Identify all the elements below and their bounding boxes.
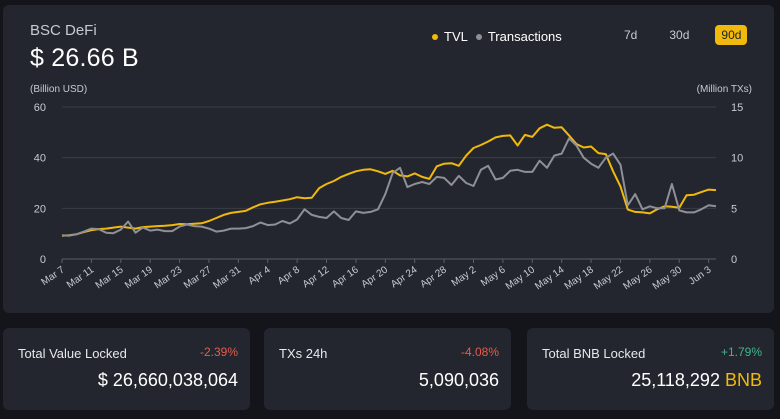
txs-card: TXs 24h -4.08% 5,090,036	[264, 328, 511, 410]
bnb-card-label: Total BNB Locked	[542, 346, 646, 361]
x-tick-label: May 2	[450, 264, 479, 289]
txs-card-label: TXs 24h	[279, 346, 328, 361]
tvl-card: Total Value Locked -2.39% $ 26,660,038,0…	[3, 328, 250, 410]
x-tick-label: May 14	[533, 264, 567, 292]
range-selector: 7d 30d 90d	[598, 25, 748, 45]
left-tick-label: 0	[40, 254, 46, 266]
right-tick-label: 5	[731, 203, 737, 215]
x-tick-label: Mar 11	[65, 264, 97, 291]
bnb-card: Total BNB Locked +1.79% 25,118,292 BNB	[527, 328, 774, 410]
txs-card-value: 5,090,036	[418, 370, 499, 390]
transactions-dot-icon	[475, 33, 482, 40]
tvl-dot-icon	[432, 33, 438, 40]
left-axis-unit: (Billion USD)	[30, 84, 88, 95]
left-tick-label: 40	[34, 153, 46, 165]
range-30d-button[interactable]: 30d	[669, 28, 690, 42]
tvl-series-line	[61, 123, 717, 237]
tvl-headline-value: $ 26.66 B	[30, 44, 139, 72]
left-tick-label: 20	[34, 203, 46, 215]
x-tick-label: Jun 3	[687, 264, 714, 287]
txs-card-change: -4.08%	[460, 345, 499, 359]
x-tick-label: Mar 31	[211, 264, 243, 291]
x-tick-label: May 30	[651, 264, 685, 292]
x-tick-label: Mar 7	[39, 264, 67, 288]
x-tick-label: May 18	[563, 264, 597, 292]
legend-tvl-label: TVL	[444, 29, 468, 44]
x-tick-label: May 22	[592, 264, 626, 292]
x-tick-label: Apr 24	[389, 264, 420, 290]
right-tick-label: 0	[731, 254, 737, 266]
legend-transactions-label: Transactions	[487, 29, 562, 44]
x-tick-label: May 6	[479, 264, 508, 289]
x-tick-label: Apr 8	[276, 264, 302, 287]
chart-title: BSC DeFi	[30, 22, 97, 39]
chart-panel	[3, 5, 774, 313]
x-tick-label: May 10	[504, 264, 538, 292]
right-tick-label: 10	[731, 153, 743, 165]
bnb-card-value: 25,118,292	[631, 370, 720, 390]
legend-item-tvl[interactable]: TVL	[432, 29, 468, 44]
bnb-card-change: +1.79%	[720, 345, 762, 359]
tvl-card-label: Total Value Locked	[18, 346, 127, 361]
right-axis-unit: (Million TXs)	[696, 84, 752, 95]
x-tick-label: Apr 4	[247, 264, 273, 287]
bnb-card-currency: BNB	[724, 370, 762, 390]
range-90d-button[interactable]: 90d	[715, 25, 748, 45]
range-7d-button[interactable]: 7d	[624, 28, 638, 42]
tvl-card-change: -2.39%	[199, 345, 238, 359]
left-tick-label: 60	[34, 102, 46, 114]
transactions-series-line	[61, 137, 717, 237]
right-tick-label: 15	[731, 102, 743, 114]
txs-card-amount: 5,090,036	[419, 370, 499, 391]
x-tick-label: Apr 28	[418, 264, 449, 290]
chart-legend: TVL Transactions	[432, 29, 570, 44]
tvl-card-amount: $ 26,660,038,064	[98, 370, 238, 391]
x-tick-label: Apr 16	[330, 264, 361, 290]
x-tick-label: Mar 19	[123, 264, 155, 291]
x-tick-label: Mar 27	[182, 264, 214, 291]
bnb-card-amount: 25,118,292 BNB	[631, 370, 762, 391]
x-tick-label: Mar 15	[94, 264, 126, 291]
tvl-card-value: $ 26,660,038,064	[97, 370, 238, 390]
x-tick-label: Apr 20	[360, 264, 391, 290]
legend-item-transactions[interactable]: Transactions	[475, 29, 562, 44]
x-tick-label: Apr 12	[301, 264, 332, 290]
x-tick-label: Mar 23	[152, 264, 184, 291]
x-tick-label: May 26	[621, 264, 655, 292]
